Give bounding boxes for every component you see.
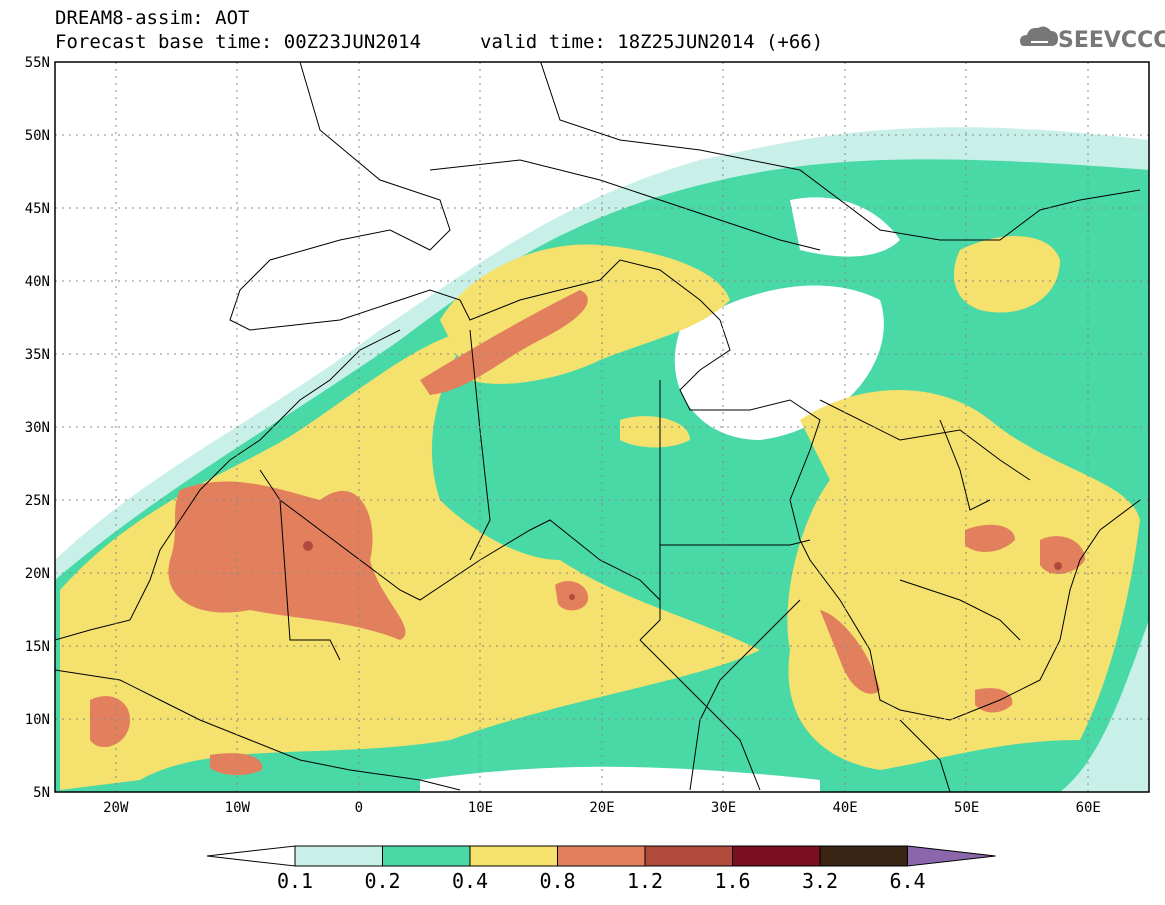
aot-contour-orange-algeria <box>420 290 588 395</box>
colorbar-segment <box>644 845 733 867</box>
lat-tick-label: 15N <box>25 639 50 655</box>
coastline <box>55 669 461 791</box>
border <box>540 62 1141 241</box>
lat-tick-label: 30N <box>25 420 50 436</box>
colorbar-level-label: 6.4 <box>889 869 925 893</box>
lat-tick-label: 40N <box>25 274 50 290</box>
lat-tick-label: 5N <box>33 785 50 801</box>
aot-clear-east-med <box>674 285 884 440</box>
cloud-logo-icon <box>1020 26 1058 46</box>
border <box>639 380 661 641</box>
lat-tick-label: 20N <box>25 566 50 582</box>
colorbar-segment <box>206 845 296 867</box>
colorbar-segment <box>469 845 558 867</box>
coastline <box>229 62 1141 721</box>
aot-contour-orange-mali <box>168 481 406 640</box>
lon-tick-label: 0 <box>355 800 363 816</box>
aot-clear-balkans <box>790 197 900 257</box>
lat-tick-label: 45N <box>25 201 50 217</box>
colorbar-segment <box>732 845 821 867</box>
lat-tick-label: 10N <box>25 712 50 728</box>
lat-tick-label: 50N <box>25 128 50 144</box>
logo-text: SEEVCCC <box>1058 28 1165 53</box>
country-borders <box>55 62 1141 792</box>
aot-contour-yellow-sahara <box>60 330 760 790</box>
colorbar-level-label: 0.4 <box>452 869 488 893</box>
graticule <box>55 62 1149 792</box>
aot-contour-orange-ivory <box>210 753 263 776</box>
colorbar-level-label: 0.1 <box>277 869 313 893</box>
aot-clear-gulf <box>420 766 820 792</box>
aot-max-spot <box>569 594 575 600</box>
border <box>939 419 991 511</box>
border <box>660 539 811 546</box>
lat-tick-label: 35N <box>25 347 50 363</box>
lon-tick-label: 20W <box>103 800 129 816</box>
border <box>899 579 1021 641</box>
border <box>689 599 801 791</box>
model-title: DREAM8-assim: AOT <box>55 7 250 29</box>
aot-contour-orange-gulf <box>965 524 1015 552</box>
colorbar-level-label: 1.2 <box>627 869 663 893</box>
border <box>279 499 661 601</box>
colorbar-level-label: 0.8 <box>539 869 575 893</box>
aot-contour-yellow-libya <box>620 416 690 448</box>
aot-max-spot <box>303 541 313 551</box>
colorbar-segment <box>819 845 908 867</box>
lon-tick-label: 60E <box>1076 800 1101 816</box>
lon-axis: 20W 10W 0 10E 20E 30E 40E 50E 60E <box>103 800 1101 816</box>
lon-tick-label: 10E <box>468 800 493 816</box>
lon-tick-label: 30E <box>711 800 736 816</box>
border <box>639 639 761 791</box>
aot-max-spot <box>1054 562 1062 570</box>
base-time-label: Forecast base time: 00Z23JUN2014 <box>55 31 422 53</box>
lon-tick-label: 40E <box>832 800 857 816</box>
aot-contour-orange-oman <box>1040 536 1085 575</box>
valid-time-label: valid time: 18Z25JUN2014 (+66) <box>480 31 824 53</box>
colorbar-level-label: 0.2 <box>364 869 400 893</box>
aot-contour-orange-sudan <box>820 610 880 694</box>
lat-axis: 5N 10N 15N 20N 25N 30N 35N 40N 45N 50N 55N <box>25 55 50 801</box>
colorbar-level-label: 1.6 <box>714 869 750 893</box>
lat-tick-label: 55N <box>25 55 50 71</box>
aot-contour-yellow-arabia <box>787 390 1140 770</box>
lon-tick-label: 20E <box>589 800 614 816</box>
colorbar-segment <box>294 845 383 867</box>
border <box>819 399 1031 481</box>
colorbar-segment <box>907 845 996 867</box>
aot-contour-yellow-caspian <box>954 236 1060 313</box>
colorbar-segment <box>557 845 646 867</box>
lon-tick-label: 50E <box>954 800 979 816</box>
border <box>259 469 341 661</box>
colorbar: 0.1 0.2 0.4 0.8 1.2 1.6 3.2 6.4 <box>206 845 996 893</box>
border <box>429 159 821 251</box>
lon-tick-label: 10W <box>225 800 251 816</box>
border <box>899 719 951 792</box>
colorbar-segment <box>382 845 471 867</box>
coastline <box>55 329 401 641</box>
colorbar-level-label: 3.2 <box>802 869 838 893</box>
map-frame <box>54 61 1150 793</box>
aot-contour-orange-senegal <box>90 696 130 748</box>
lat-tick-label: 25N <box>25 493 50 509</box>
